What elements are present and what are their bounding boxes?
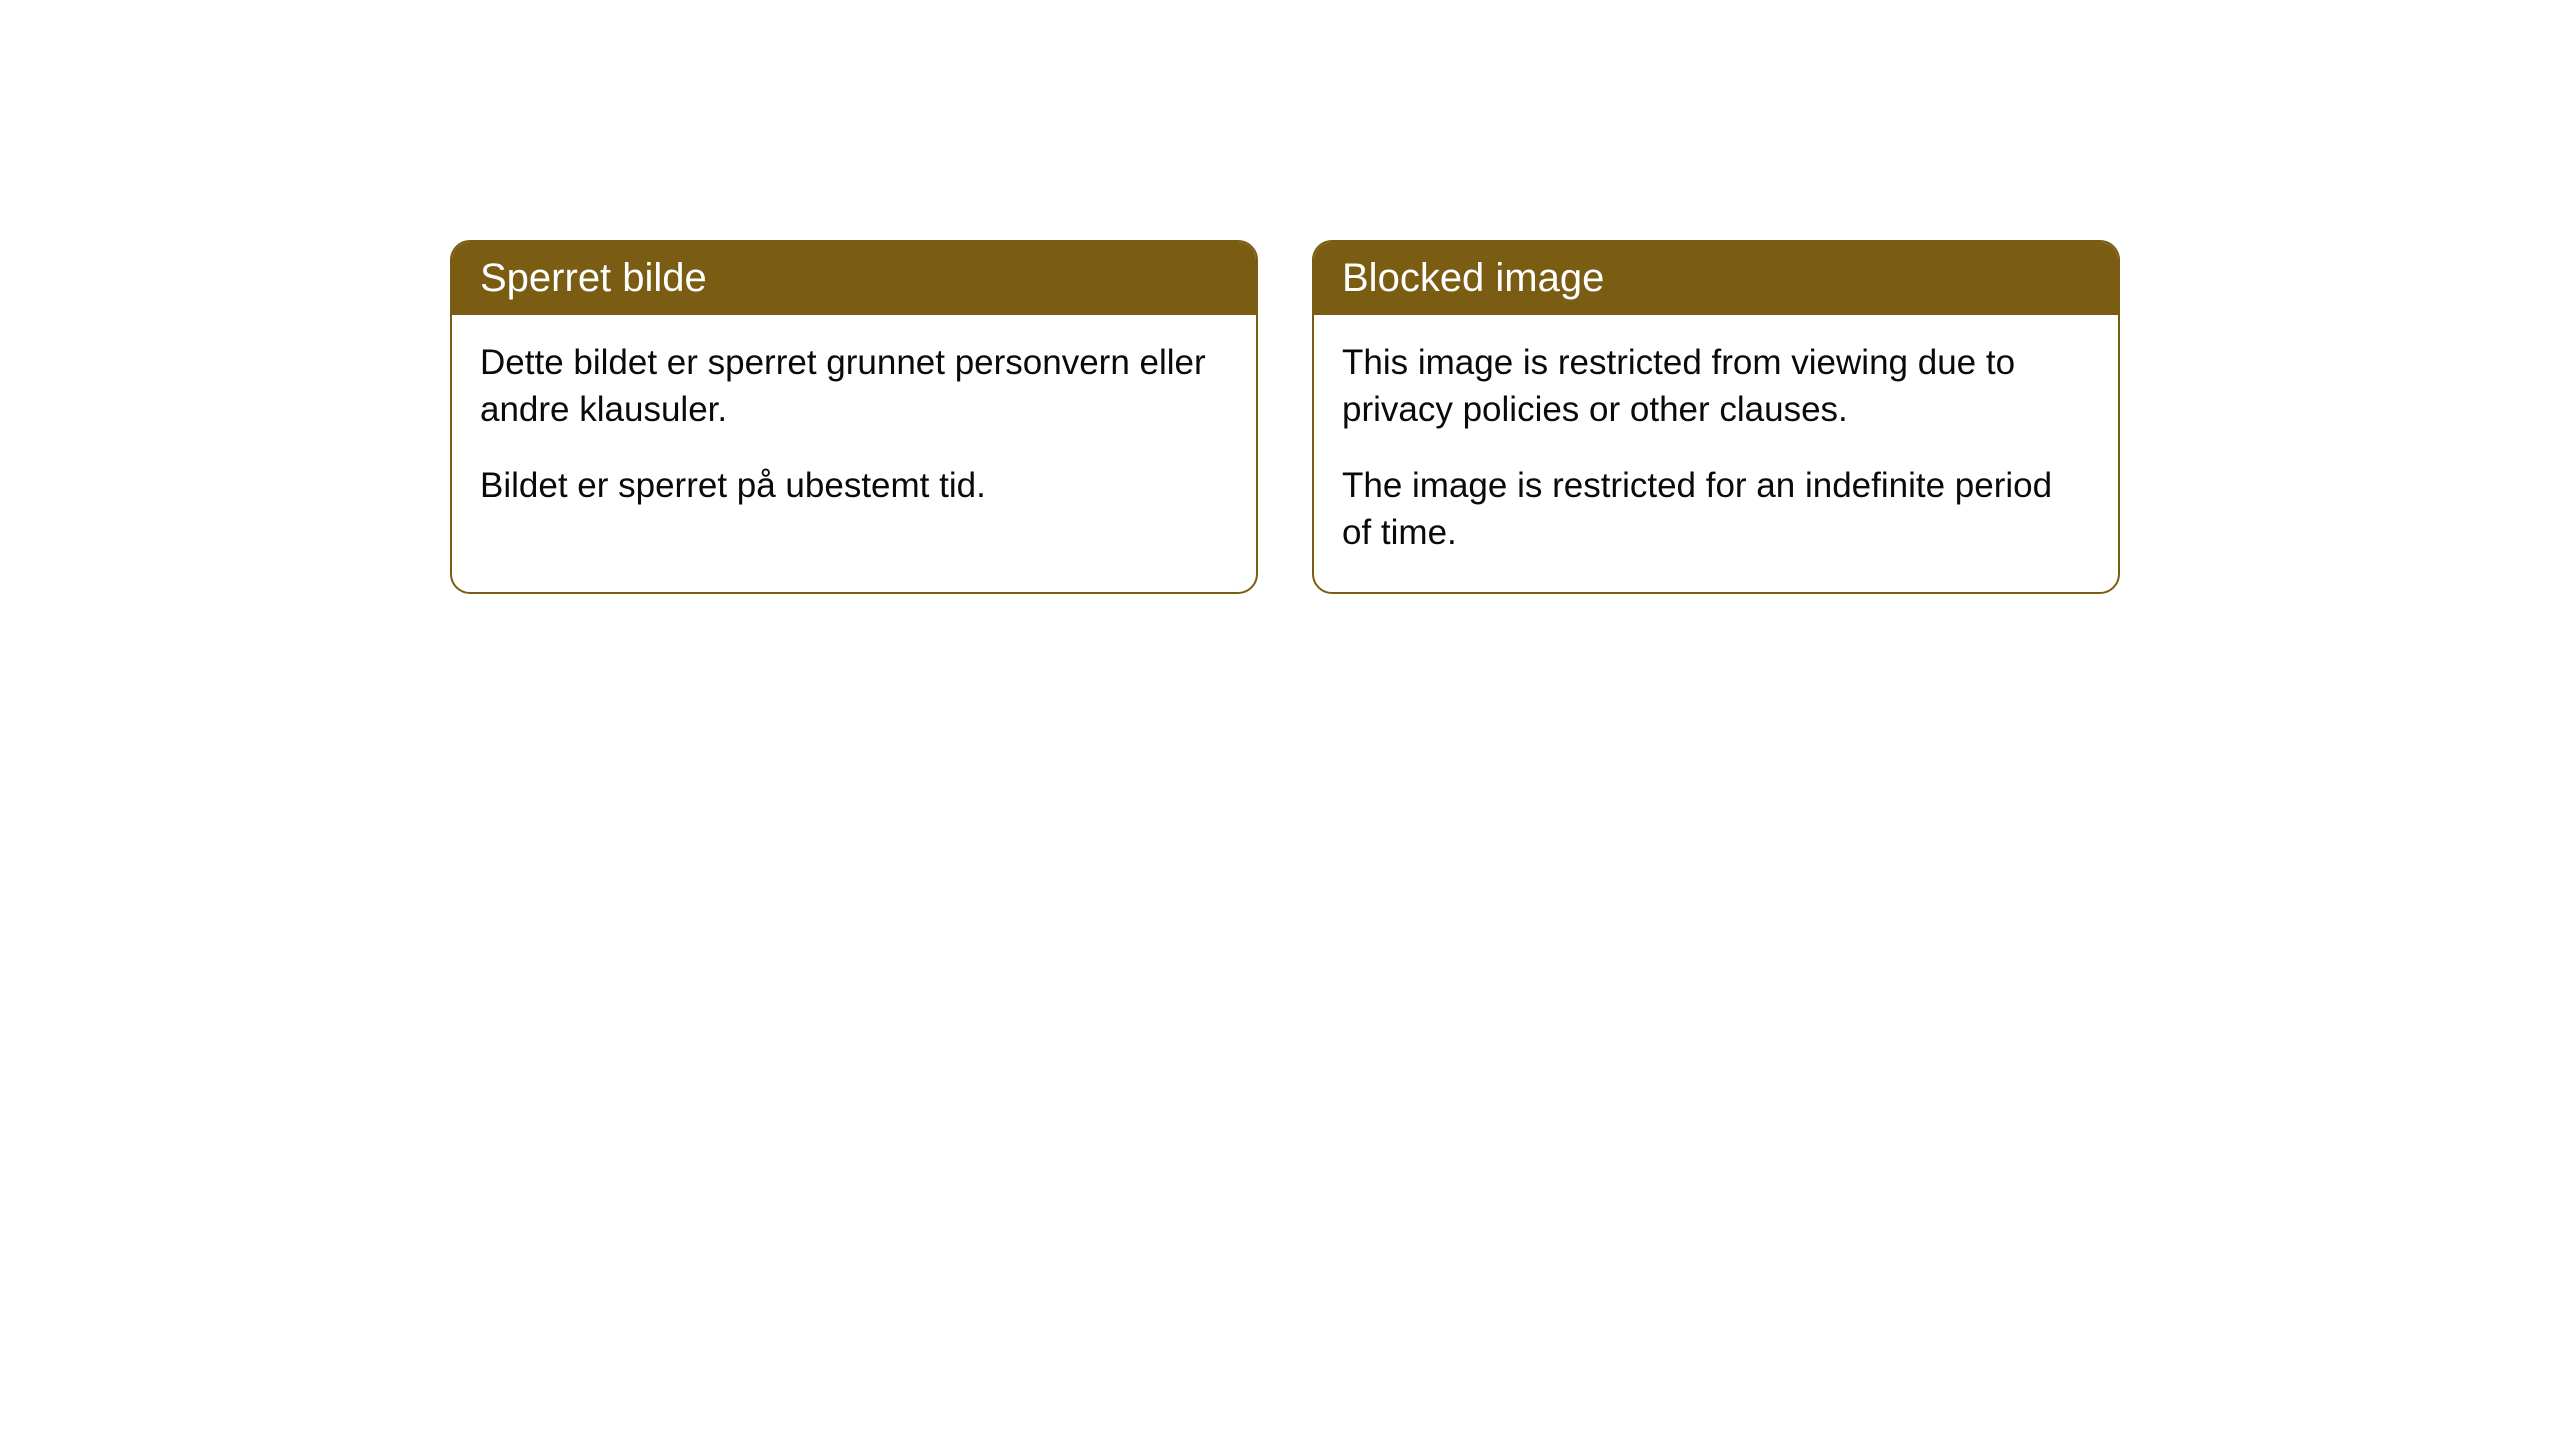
card-paragraph-2: Bildet er sperret på ubestemt tid. <box>480 462 1228 509</box>
card-body-english: This image is restricted from viewing du… <box>1314 315 2118 592</box>
cards-container: Sperret bilde Dette bildet er sperret gr… <box>450 240 2120 594</box>
card-paragraph-1: This image is restricted from viewing du… <box>1342 339 2090 434</box>
card-paragraph-1: Dette bildet er sperret grunnet personve… <box>480 339 1228 434</box>
card-header-norwegian: Sperret bilde <box>452 242 1256 315</box>
card-paragraph-2: The image is restricted for an indefinit… <box>1342 462 2090 557</box>
card-header-english: Blocked image <box>1314 242 2118 315</box>
card-english: Blocked image This image is restricted f… <box>1312 240 2120 594</box>
card-body-norwegian: Dette bildet er sperret grunnet personve… <box>452 315 1256 545</box>
card-norwegian: Sperret bilde Dette bildet er sperret gr… <box>450 240 1258 594</box>
